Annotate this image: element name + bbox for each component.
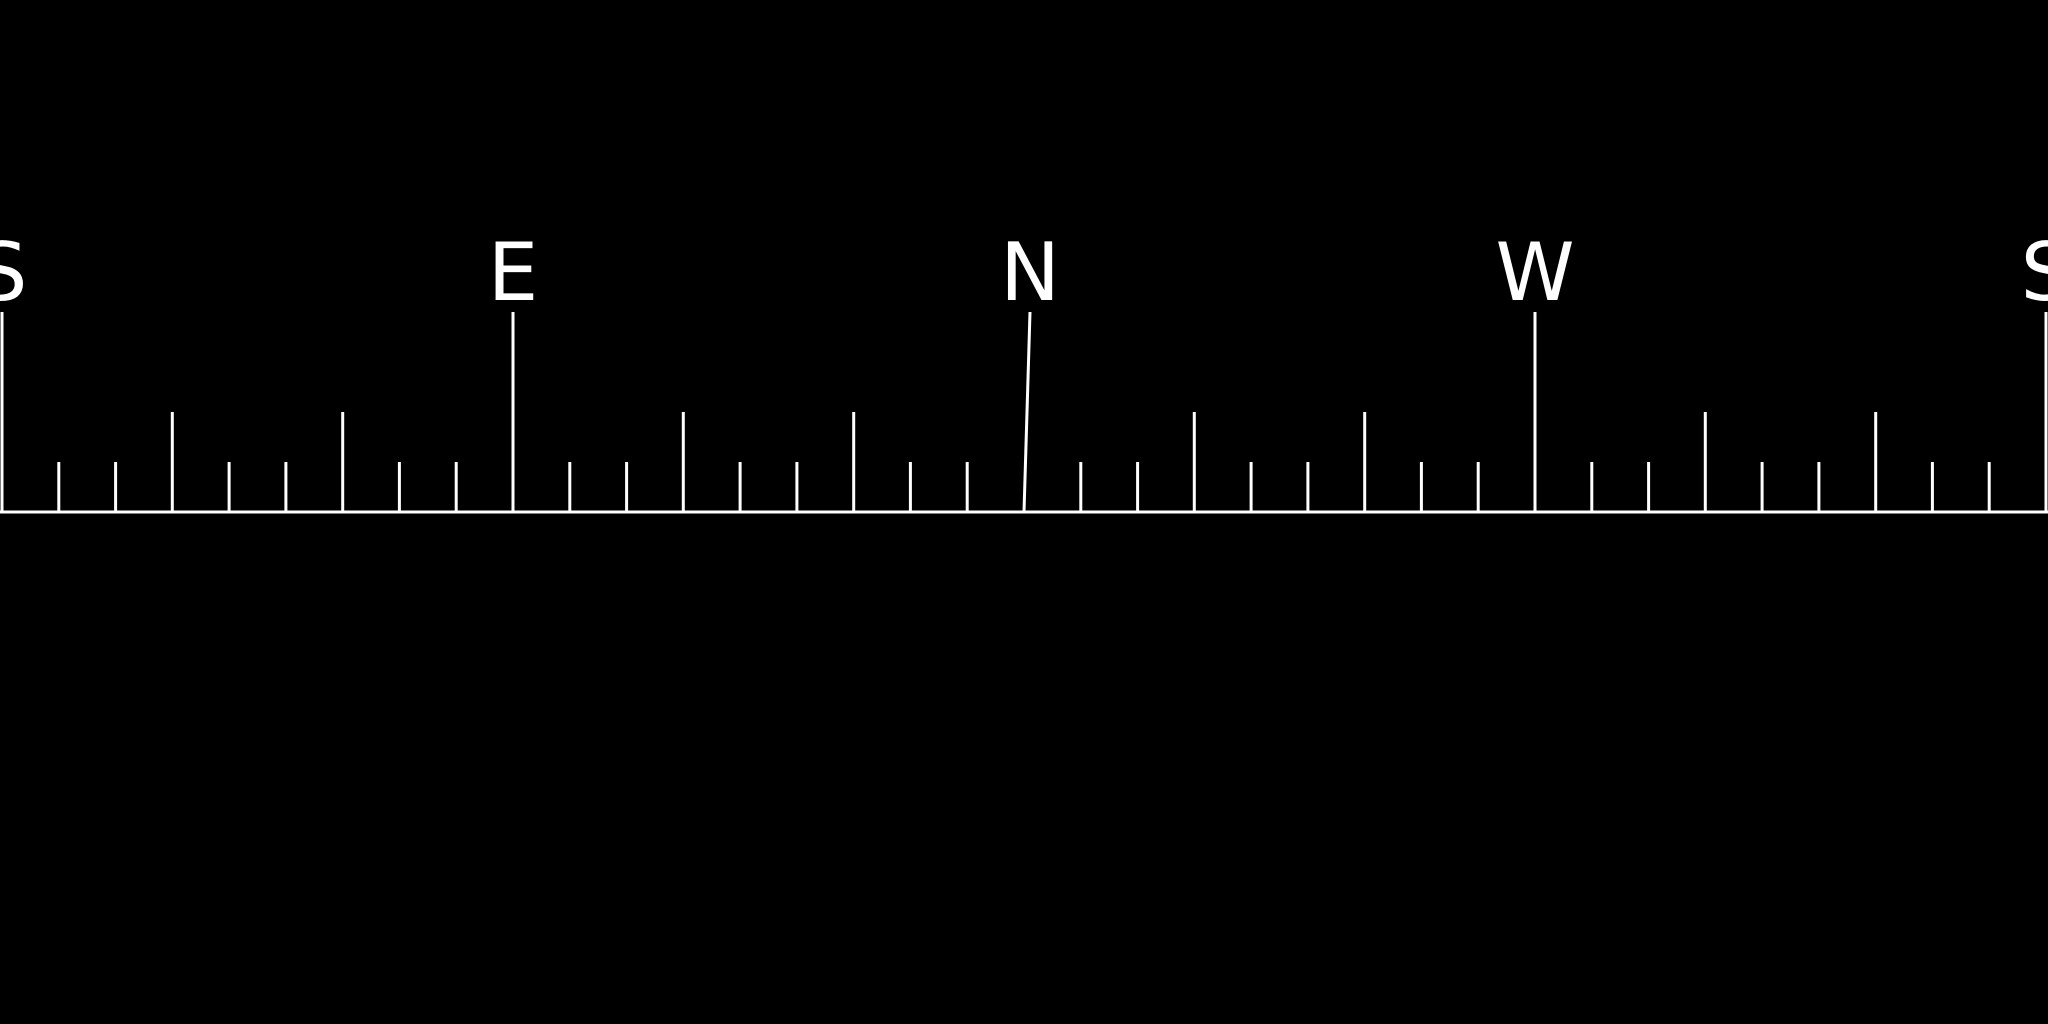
cardinal-label-e-1: E xyxy=(488,226,539,319)
compass-ticks xyxy=(0,311,2048,513)
cardinal-label-w-3: W xyxy=(1495,226,1574,319)
cardinal-label-s-0: S xyxy=(0,226,27,319)
cardinal-label-n-2: N xyxy=(1000,226,1060,319)
tick-major-0 xyxy=(1022,311,1032,513)
cardinal-label-s-4: S xyxy=(2021,226,2048,319)
